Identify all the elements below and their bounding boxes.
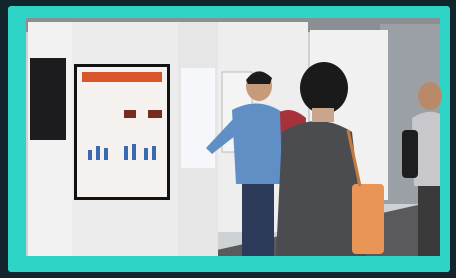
photo-frame xyxy=(0,0,456,278)
poster xyxy=(77,67,167,197)
poster-image xyxy=(148,110,162,118)
photo xyxy=(26,18,442,256)
page xyxy=(0,0,456,278)
poster-dark xyxy=(30,58,66,140)
poster-image xyxy=(124,110,136,118)
poster-title-band xyxy=(82,72,162,82)
poster xyxy=(181,68,215,168)
